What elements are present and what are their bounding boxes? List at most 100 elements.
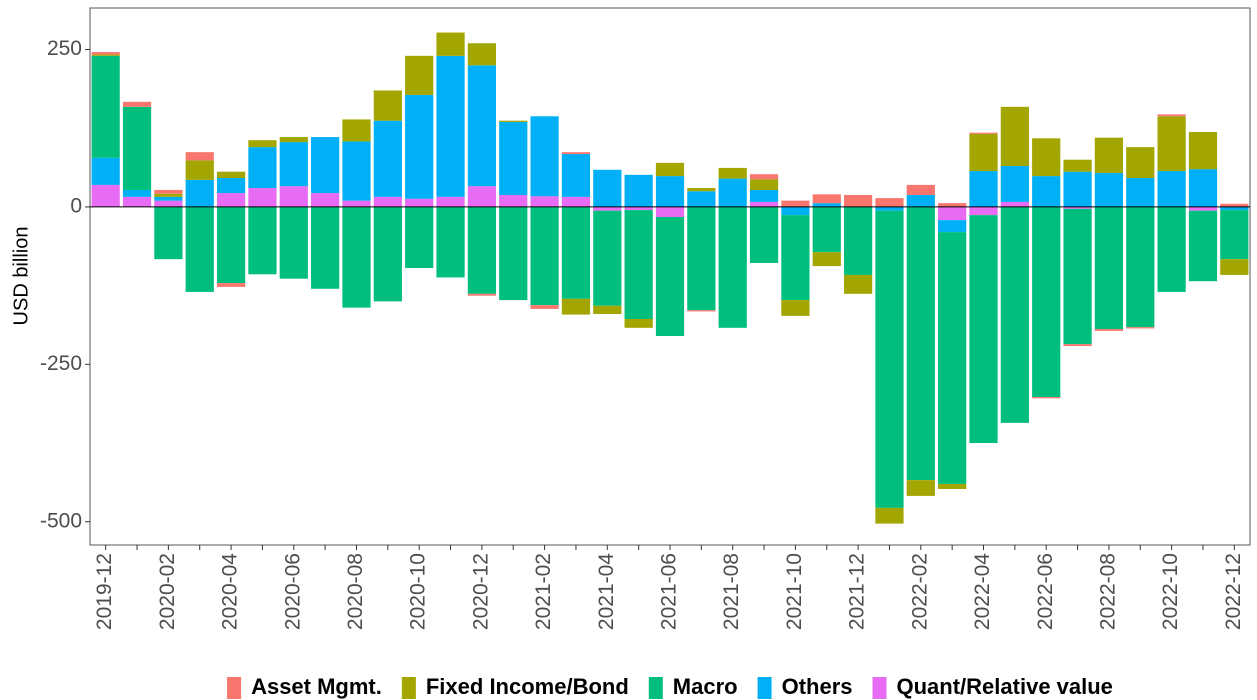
bar-segment [467,293,496,296]
bar-segment [1000,106,1029,167]
legend-label: Quant/Relative value [897,674,1113,699]
bar-segment [1063,344,1092,347]
bar-segment [342,206,371,308]
bar-segment [530,116,559,197]
bar-segment [436,206,465,278]
bar-segment [749,206,779,263]
legend-label: Others [782,674,853,699]
legend-label: Asset Mgmt. [251,674,382,699]
bar-segment [1032,176,1061,207]
bar-segment [467,206,496,294]
bar-segment [718,178,747,207]
bar-segment [436,55,465,197]
bar-segment [561,196,591,207]
x-tick-label: 2022-06 [1034,553,1057,630]
bar-segment [749,201,779,207]
bar-segment [749,179,779,190]
bar-segment [216,171,246,178]
bar-segment [216,177,246,194]
bar-segment [906,184,935,195]
bar-segment [687,188,716,192]
x-tick-label: 2021-04 [595,553,618,630]
bar-segment [655,217,685,336]
bar-segment [906,194,935,207]
legend-key [401,677,416,699]
bar-segment [154,189,183,194]
bar-segment [154,193,183,197]
bar-segment [185,152,214,161]
bar-segment [969,171,998,207]
bar-segment [593,169,622,207]
bar-segment [1000,201,1029,207]
bar-segment [561,154,591,197]
bar-segment [938,203,967,207]
bar-segment [216,283,246,287]
bar-segment [467,65,496,187]
bar-segment [405,206,434,269]
x-tick-label: 2021-10 [783,553,806,630]
bar-segment [1220,206,1249,211]
bar-segment [216,206,246,284]
bar-segment [279,137,308,143]
bar-segment [938,483,967,489]
bar-segment [875,507,904,524]
bar-segment [373,90,402,121]
bar-segment [311,206,340,289]
bar-segment [91,184,120,207]
bar-segment [781,215,810,301]
bar-segment [1157,116,1186,172]
bar-segment [938,206,967,221]
bar-segment [624,206,653,211]
bar-segment [781,200,810,207]
bar-segment [1094,206,1124,330]
bar-segment [593,210,622,306]
y-tick-label: -250 [40,352,82,375]
y-tick-label: 0 [70,194,82,217]
bar-segment [154,196,183,201]
bar-segment [248,147,277,189]
bar-segment [122,196,152,207]
y-axis-label: USD billion [10,227,32,326]
bar-segment [91,52,120,55]
bar-segment [405,55,434,95]
bar-segment [687,310,716,312]
bar-segment [1094,329,1124,331]
y-tick-label: -500 [40,509,82,532]
bar-segment [1220,210,1249,260]
bar-segment [279,142,308,187]
bar-segment [812,206,841,253]
bar-segment [1063,159,1092,172]
bar-segment [311,193,340,207]
x-tick-label: 2021-02 [532,553,555,630]
bar-segment [499,194,528,207]
bar-segment [875,210,904,508]
bar-segment [687,191,716,207]
bar-segment [969,132,998,134]
x-tick-label: 2022-08 [1096,553,1119,630]
bar-segment [718,206,747,328]
bar-segment [405,198,434,207]
bar-segment [122,106,152,190]
bar-segment [561,152,591,155]
bar-segment [1000,166,1029,202]
bar-segment [91,157,120,185]
bar-segment [655,206,685,218]
bar-segment [812,203,841,207]
bar-segment [906,206,935,481]
bar-segment [436,196,465,207]
bar-segment [342,119,371,142]
bar-segment [216,193,246,207]
bar-segment [812,252,841,267]
bar-segment [91,54,120,56]
y-tick-label: 250 [47,37,82,60]
bar-segment [875,198,904,207]
bar-segment [499,206,528,301]
legend-label: Fixed Income/Bond [426,674,629,699]
bar-segment [436,32,465,56]
x-tick-label: 2022-12 [1222,553,1245,630]
bar-segment [1063,206,1092,209]
bar-segment [1000,206,1029,423]
bar-segment [279,206,308,279]
bar-segment [749,174,779,180]
x-tick-label: 2020-12 [469,553,492,630]
